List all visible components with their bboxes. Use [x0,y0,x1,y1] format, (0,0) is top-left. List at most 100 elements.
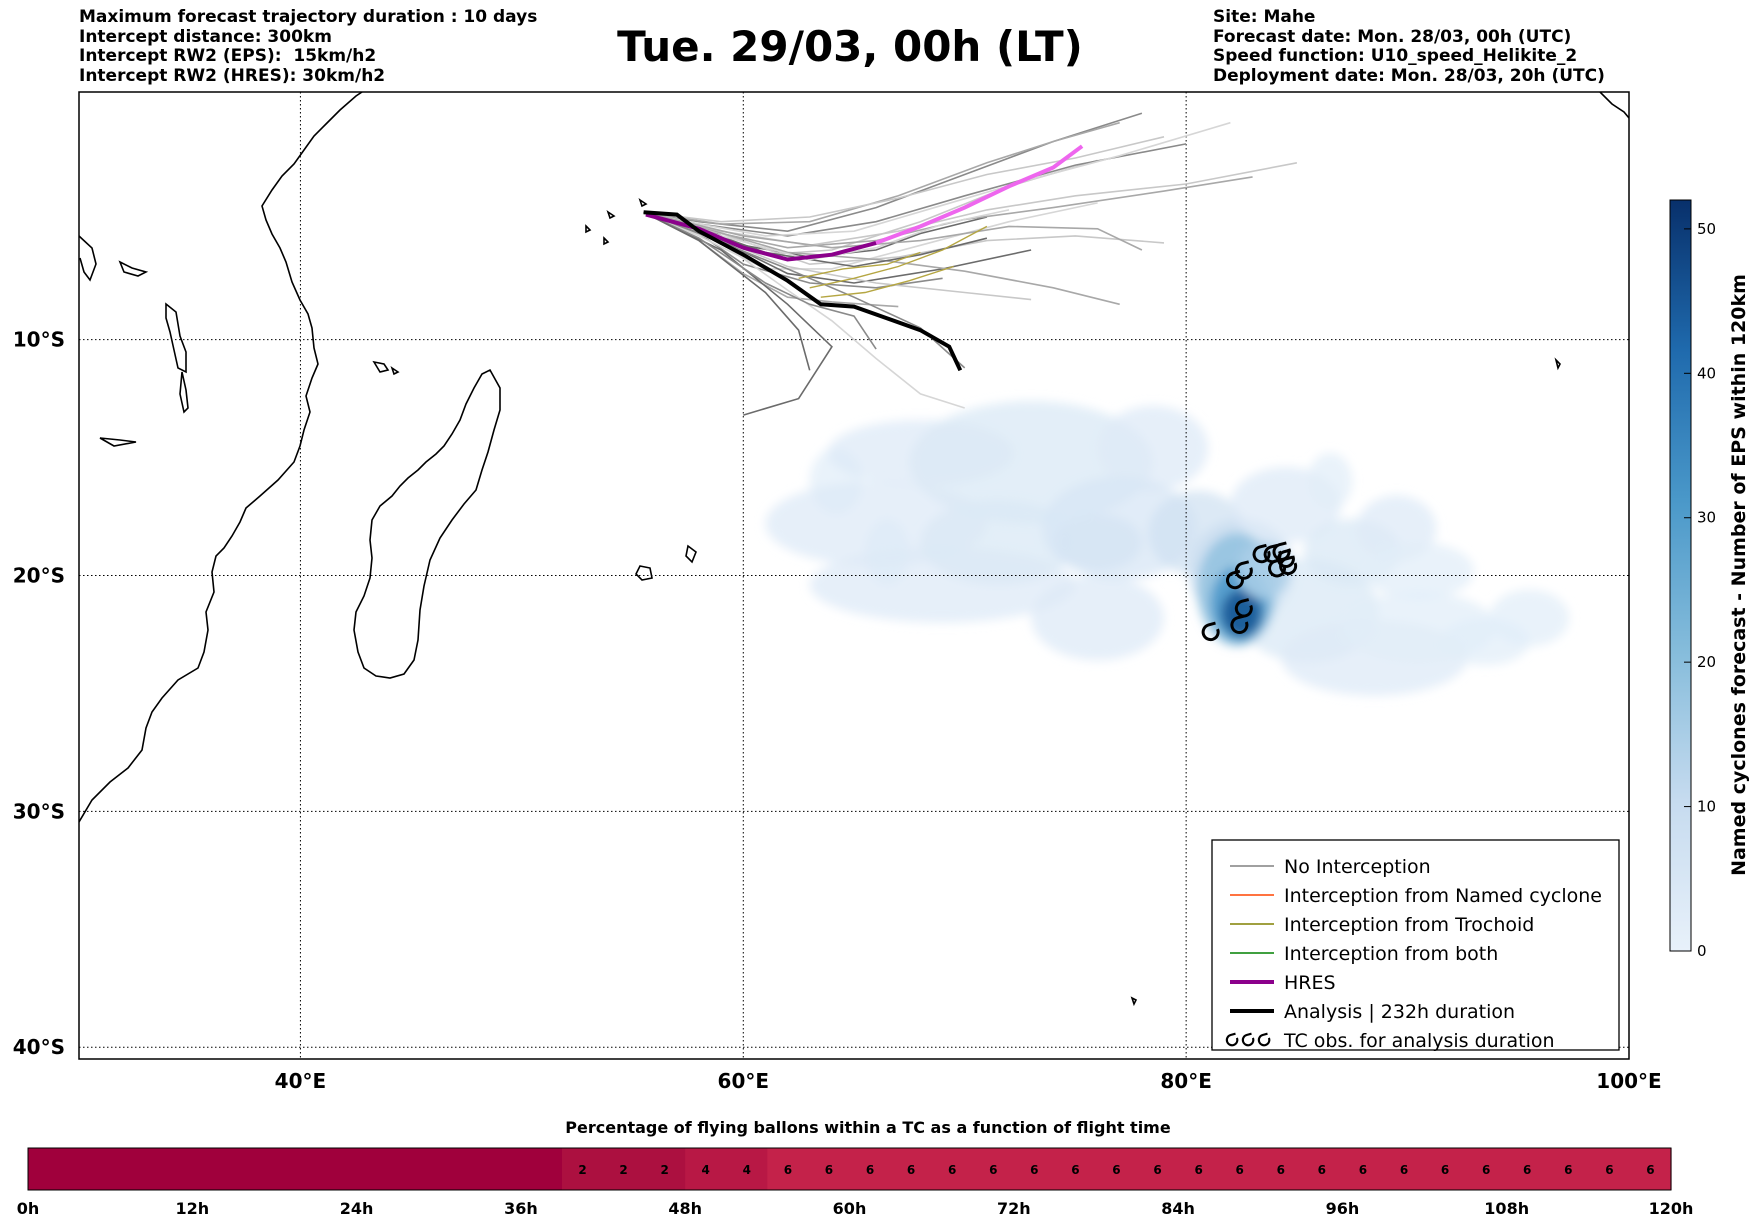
axis-tick-labels: 40°E 60°E 80°E 100°E 10°S 20°S 30°S 40°S [13,328,1662,1093]
kerguelen-area-islet [1130,996,1138,1007]
x-tick-label: 100°E [1596,1069,1661,1093]
percent-cell [1588,1148,1631,1190]
eps-track [643,136,1165,223]
percent-cell [972,1148,1015,1190]
colorbar-tick-label: 30 [1697,509,1716,527]
y-tick-label: 40°S [13,1035,65,1059]
header-left-line: Maximum forecast trajectory duration : 1… [79,7,538,27]
percent-cell [274,1148,317,1190]
eps-track [643,202,1098,270]
density-blob [1363,542,1474,600]
percent-cell-label: 6 [1359,1163,1367,1177]
percent-cell-label: 4 [743,1163,751,1177]
density-blob [1053,514,1142,571]
percent-strip-tick-label: 12h [175,1199,209,1218]
tc-observations [1201,541,1298,642]
percent-strip-tick-label: 72h [997,1199,1031,1218]
legend-label: Analysis | 232h duration [1284,1001,1515,1023]
percent-cell-label: 6 [1071,1163,1079,1177]
percent-strip-tick-label: 84h [1161,1199,1195,1218]
tc-symbol-arc [1201,621,1220,642]
percent-cell [1137,1148,1179,1190]
percent-cell-label: 6 [1482,1163,1490,1177]
lake-tanganyika [99,437,137,447]
tc-symbol-arc [1225,1032,1239,1047]
header-left-info: Maximum forecast trajectory duration : 1… [79,7,538,86]
percent-cell [931,1148,974,1190]
x-tick-label: 80°E [1160,1069,1212,1093]
eps-track [643,211,811,371]
percent-cell-label: 6 [1564,1163,1572,1177]
percent-cell [1424,1148,1467,1190]
percent-cell-label: 6 [948,1163,956,1177]
percent-cell [561,1148,604,1190]
tc-symbol-arc [1234,560,1253,580]
percent-cell-label: 6 [1646,1163,1654,1177]
percent-cell [397,1148,440,1190]
density-blob [1307,452,1353,510]
percent-strip-frame [27,1147,1672,1191]
percent-cell-label: 6 [1441,1163,1449,1177]
header-left-line: Intercept distance: 300km [79,26,332,47]
legend-label: No Interception [1284,856,1431,878]
percent-cell-label: 6 [1605,1163,1613,1177]
trochoid-track [798,251,921,279]
percent-cell [685,1148,727,1190]
percent-strip-tick-label: 36h [504,1199,538,1218]
percent-cell-label: 6 [989,1163,997,1177]
colorbar-ticks: 0 10 20 30 40 50 [1684,220,1716,960]
percent-cell [849,1148,892,1190]
percent-cell [479,1148,522,1190]
island-socotra [118,260,149,277]
trajectory-tracks [643,112,1298,416]
header-right-info: Site: Mahe Forecast date: Mon. 28/03, 00… [1213,7,1605,86]
trochoid-track [809,225,988,289]
tc-symbol [1268,557,1287,578]
tc-symbol [1272,541,1291,561]
density-blob [1097,405,1209,491]
legend-label: Interception from both [1284,943,1498,965]
legend-box [1211,839,1620,1051]
chagos [1554,357,1561,371]
header-left-line: Intercept RW2 (EPS): 15km/h2 [79,46,377,66]
density-colorbar: 0 10 20 30 40 50 Named cyclones forecast - Nu… [1669,199,1750,960]
legend: No Interception Interception from Named c… [1211,839,1620,1052]
x-tick-label: 40°E [275,1069,327,1093]
percent-cell-label: 6 [866,1163,874,1177]
lake-malawi [179,371,189,414]
eps-track [643,211,877,350]
percent-cell [192,1148,234,1190]
percent-cell [808,1148,851,1190]
percent-cell [520,1148,563,1190]
tc-symbol-arc [1252,543,1271,564]
tc-symbol [1225,1032,1239,1047]
percent-strip-tick-label: 96h [1326,1199,1360,1218]
percent-cell [28,1148,70,1190]
legend-label: HRES [1284,972,1336,994]
africa-coastline [79,92,363,823]
percent-cell [1301,1148,1343,1190]
legend-label: TC obs. for analysis duration [1283,1030,1555,1052]
percent-cell [110,1148,152,1190]
percent-strip-title: Percentage of flying ballons within a TC… [565,1118,1171,1137]
percent-cell [1465,1148,1508,1190]
legend-label: Interception from Named cyclone [1284,885,1602,907]
colorbar-tick-label: 50 [1697,220,1716,238]
island-arabia-coast [79,235,97,282]
colorbar-tick-label: 10 [1697,798,1716,816]
percent-cell [890,1148,933,1190]
percent-cell [1219,1148,1261,1190]
percent-cell-label: 6 [1112,1163,1120,1177]
percent-cell [233,1148,276,1190]
percent-cell [1178,1148,1220,1190]
reunion [635,565,653,581]
header-right-line: Site: Mahe [1213,7,1316,27]
tc-symbol-arc [1234,598,1253,618]
header-right-line: Forecast date: Mon. 28/03, 00h (UTC) [1213,26,1572,47]
percent-cell [438,1148,481,1190]
eps-track [643,121,1231,237]
density-blob [1031,575,1164,661]
tc-symbol-arc [1268,557,1287,578]
analysis-track [643,210,963,372]
